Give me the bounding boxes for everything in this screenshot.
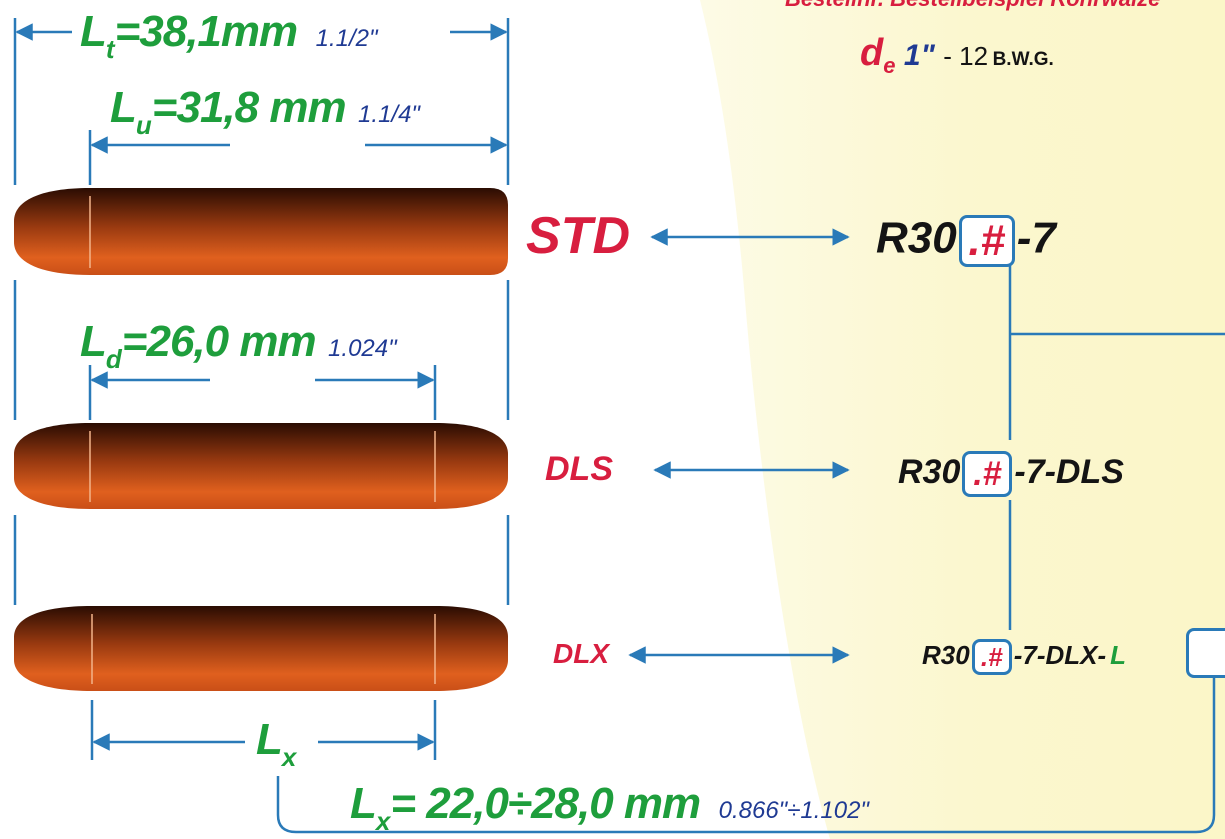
roller-dlx [14,606,508,691]
lu-metric: =31,8 mm [151,83,347,132]
lx-symbol: L [256,715,283,764]
lx-range-symbol: L [350,779,377,828]
dls-type-label: DLS [545,450,613,488]
dlx-code-box-value: .# [980,642,1003,672]
std-type-label: STD [526,207,630,265]
diameter-subscript: e [883,53,896,78]
lx-bracket-line [276,674,1216,834]
std-code-box: .# [958,215,1015,267]
gauge-unit: B.W.G. [992,49,1054,70]
lt-symbol: L [80,7,107,56]
diameter-value: 1" [903,39,935,72]
dlx-code-suffix: -7-DLX- [1013,639,1107,670]
diameter-symbol: d [860,32,884,74]
std-order-code: R30 .# -7 [876,215,1056,267]
gauge-value: - 12 [943,41,989,71]
lt-metric: =38,1mm [114,7,299,56]
lx-dimension-label: Lx [256,715,296,771]
ld-subscript: d [105,344,122,374]
dls-code-box-value: .# [973,455,1002,493]
dls-code-box: .# [962,451,1013,497]
dlx-order-code: R30 .# -7-DLX- L [922,639,1126,675]
roller-dls [14,423,508,509]
ld-metric: =26,0 mm [121,317,317,366]
ld-symbol: L [80,317,107,366]
lx-subscript: x [281,742,297,772]
lu-subscript: u [135,110,152,140]
lx-range-metric: = 22,0÷28,0 mm [390,779,701,828]
order-panel-background [700,0,1225,839]
lt-dimension-label: Lt=38,1mm 1.1/2" [80,7,378,63]
lt-imperial: 1.1/2" [315,25,378,52]
dlx-code-tail: L [1110,639,1127,670]
ld-dimension-label: Ld=26,0 mm 1.024" [80,317,397,373]
dlx-type-label: DLX [553,638,609,669]
diameter-spec: de 1" - 12 B.W.G. [860,32,1054,77]
lx-range-imperial: 0.866"÷1.102" [718,797,869,824]
ld-imperial: 1.024" [328,335,397,362]
dls-code-suffix: -7-DLS [1014,452,1124,491]
lu-imperial: 1.1/4" [358,101,420,128]
roller-std [14,188,508,275]
std-code-suffix: -7 [1016,213,1056,263]
dlx-code-prefix: R30 [922,639,970,670]
lx-range-label: Lx= 22,0÷28,0 mm 0.866"÷1.102" [350,779,869,835]
order-caption-partial: Bestellnr. Bestellbeispiel Rohrwalze [785,0,1160,10]
dls-order-code: R30 .# -7-DLS [898,451,1124,497]
std-code-prefix: R30 [876,213,957,263]
lu-dimension-label: Lu=31,8 mm 1.1/4" [110,83,420,139]
std-code-box-value: .# [968,216,1006,265]
dlx-code-box: .# [971,639,1012,675]
dls-code-prefix: R30 [898,452,961,491]
lx-code-box-partial [1186,628,1225,678]
lt-subscript: t [105,34,115,64]
lu-symbol: L [110,83,137,132]
lx-range-subscript: x [375,806,391,836]
